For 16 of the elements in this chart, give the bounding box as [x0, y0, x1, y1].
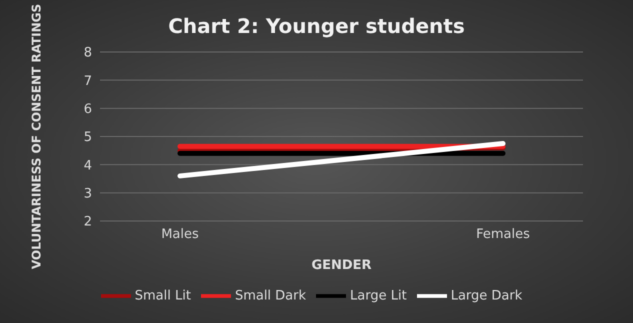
legend-label: Small Lit: [134, 288, 191, 304]
legend-label: Large Dark: [450, 288, 522, 304]
legend-label: Large Lit: [350, 288, 407, 304]
x-axis-title: GENDER: [311, 258, 372, 273]
chart-title: Chart 2: Younger students: [168, 14, 465, 38]
y-tick-label: 3: [84, 186, 92, 202]
y-tick-label: 4: [84, 158, 92, 174]
y-tick-label: 5: [84, 130, 92, 146]
y-tick-label: 2: [84, 214, 92, 230]
x-tick-label: Females: [476, 227, 530, 242]
y-tick-label: 7: [84, 74, 92, 89]
x-tick-label: Males: [161, 227, 200, 242]
y-tick-label: 8: [84, 46, 92, 61]
y-tick-label: 6: [84, 102, 92, 117]
y-axis-title: VOLUNTARINESS OF CONSENT RATINGS: [29, 4, 44, 270]
legend-label: Small Dark: [234, 288, 306, 304]
